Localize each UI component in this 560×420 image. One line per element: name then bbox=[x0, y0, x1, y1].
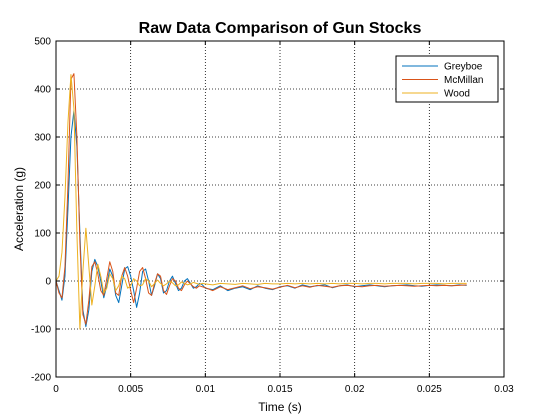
legend-label-wood: Wood bbox=[444, 89, 470, 100]
x-tick-label: 0.02 bbox=[345, 384, 365, 395]
legend: Greyboe McMillan Wood bbox=[395, 55, 499, 103]
series-line-wood bbox=[55, 74, 467, 330]
x-tick-label: 0.025 bbox=[417, 384, 442, 395]
x-tick-label: 0.005 bbox=[118, 384, 143, 395]
x-tick-label: 0.015 bbox=[267, 384, 292, 395]
y-tick-label: 400 bbox=[34, 85, 51, 96]
legend-label-greyboe: Greyboe bbox=[444, 62, 483, 73]
x-tick-label: 0.01 bbox=[196, 384, 216, 395]
y-tick-label: 100 bbox=[34, 229, 51, 240]
series-line-greyboe bbox=[55, 110, 467, 328]
y-tick-label: 0 bbox=[45, 277, 51, 288]
y-axis-label: Acceleration (g) bbox=[12, 167, 26, 251]
x-tick-label: 0 bbox=[53, 384, 59, 395]
grid bbox=[56, 41, 504, 377]
y-tick-label: 200 bbox=[34, 181, 51, 192]
x-axis-label: Time (s) bbox=[258, 400, 302, 414]
y-tick-label: 300 bbox=[34, 133, 51, 144]
y-tick-label: -200 bbox=[31, 373, 51, 384]
legend-label-mcmillan: McMillan bbox=[444, 75, 483, 86]
chart-title: Raw Data Comparison of Gun Stocks bbox=[139, 20, 422, 37]
series-line-mcmillan bbox=[55, 73, 467, 325]
x-tick-label: 0.03 bbox=[494, 384, 514, 395]
y-tick-label: -100 bbox=[31, 325, 51, 336]
series-lines bbox=[55, 73, 467, 330]
y-tick-label: 500 bbox=[34, 37, 51, 48]
axis-ticks: 0 0.005 0.01 0.015 0.02 0.025 0.03 -200 -100 0 100… bbox=[31, 37, 514, 396]
